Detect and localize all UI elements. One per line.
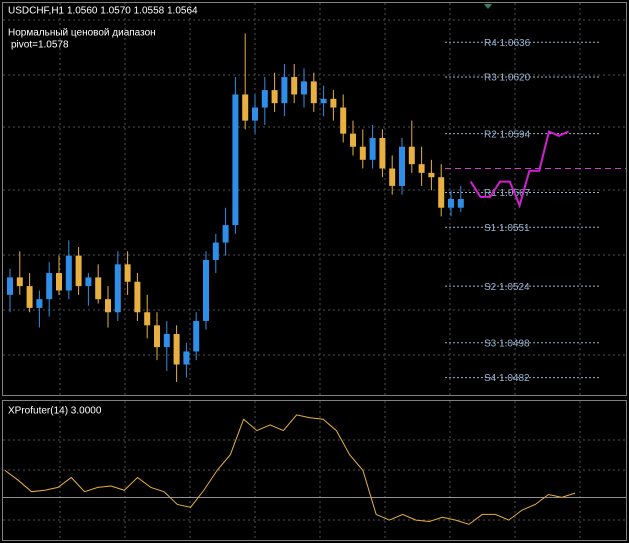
level-label: S3 1.0498	[484, 338, 530, 349]
candle-body	[232, 94, 239, 226]
indicator-title: XProfuter(14) 3.0000	[8, 406, 102, 417]
candle-body	[340, 107, 347, 134]
candle-body	[56, 273, 62, 291]
level-label: R1 1.0567	[484, 188, 531, 199]
candle-body	[183, 351, 190, 365]
chart-title: USDCHF,H1 1.0560 1.0570 1.0558 1.0564	[8, 6, 198, 17]
candle-body	[330, 98, 337, 108]
candle-body	[193, 320, 200, 352]
candle-body	[26, 286, 33, 308]
candle-body	[408, 146, 415, 165]
level-label: R2 1.0594	[484, 129, 531, 140]
indicator-name: Нормальный ценовой диапазон	[8, 28, 156, 39]
candle-body	[320, 98, 327, 104]
candle-body	[65, 255, 72, 291]
candle-body	[252, 107, 258, 121]
candle-body	[222, 225, 229, 243]
level-label: S2 1.0524	[484, 282, 530, 293]
candle-body	[75, 255, 82, 287]
indicator-line	[4, 414, 576, 525]
candle-body	[114, 264, 121, 313]
candle-body	[399, 146, 405, 186]
candle-body	[36, 299, 43, 308]
candle-body	[359, 146, 366, 160]
candle-body	[261, 90, 268, 108]
candle-body	[350, 133, 356, 147]
candle-body	[457, 199, 464, 208]
candle-body	[46, 273, 53, 300]
candle-body	[7, 277, 13, 295]
level-label: S1 1.0551	[484, 223, 530, 234]
candle-body	[212, 242, 219, 260]
candle-body	[448, 199, 454, 208]
candle-body	[242, 94, 249, 121]
candle-body	[105, 299, 111, 313]
candle-body	[310, 81, 317, 104]
shift-marker	[484, 4, 492, 9]
candle-body	[291, 77, 298, 95]
candle-body	[301, 81, 307, 95]
main-pane-border	[2, 2, 627, 396]
candle-body	[369, 138, 376, 160]
candle-body	[389, 168, 396, 186]
candle-body	[418, 164, 425, 173]
candle-body	[271, 90, 278, 104]
candle-body	[203, 259, 209, 321]
candle-body	[16, 277, 23, 287]
candle-body	[154, 325, 160, 348]
candle-body	[95, 277, 102, 300]
candle-body	[124, 264, 131, 282]
candle-body	[438, 177, 445, 208]
level-label: R4 1.0636	[484, 38, 531, 49]
candle-body	[281, 77, 288, 104]
candle-body	[428, 172, 435, 178]
candle-body	[379, 138, 386, 169]
indicator-pane-border	[2, 400, 627, 541]
candle-body	[163, 334, 170, 348]
candle-body	[85, 277, 92, 287]
forecast-line	[469, 130, 570, 209]
candle-body	[134, 281, 141, 313]
level-label: S4 1.0482	[484, 373, 530, 384]
pivot-label: pivot=1.0578	[11, 40, 69, 51]
candle-body	[173, 334, 180, 365]
candle-body	[144, 312, 151, 326]
level-label: R3 1.0620	[484, 73, 531, 84]
